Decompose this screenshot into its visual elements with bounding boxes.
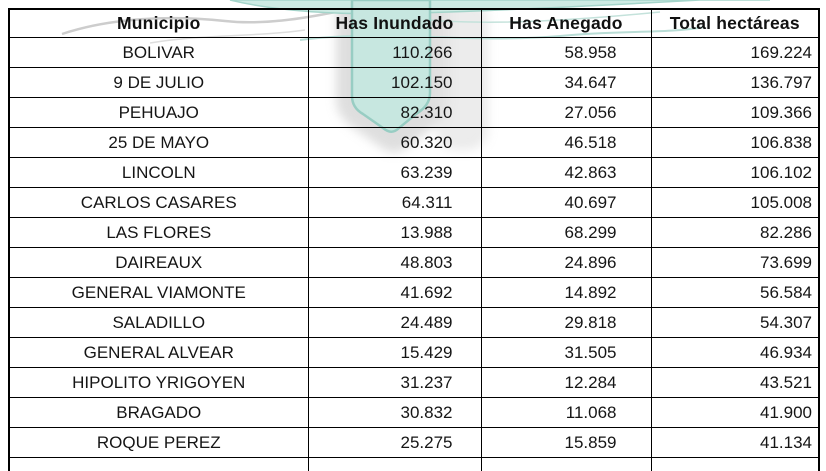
municipio-cell: HIPOLITO YRIGOYEN (8, 367, 309, 398)
municipio-cell: LAS FLORES (8, 217, 309, 248)
table-row: GENERAL VIAMONTE 41.692 14.892 56.584 (8, 277, 820, 308)
has-anegado-cell: 15.859 (480, 427, 652, 458)
has-anegado-cell: 31.505 (480, 337, 652, 368)
has-anegado-cell: 12.284 (480, 367, 652, 398)
table-row: DAIREAUX 48.803 24.896 73.699 (8, 247, 820, 278)
total-hectareas-cell: 82.286 (650, 217, 820, 248)
total-hectareas-cell: 41.900 (650, 397, 820, 428)
table-body: BOLIVAR 110.266 58.958 169.224 9 DE JULIO 102… (8, 37, 820, 471)
has-anegado-cell: 40.697 (480, 187, 652, 218)
has-anegado-cell: 68.299 (480, 217, 652, 248)
total-hectareas-cell: 109.366 (650, 97, 820, 128)
column-header-has-anegado: Has Anegado (480, 8, 652, 38)
has-inundado-cell: 102.150 (307, 67, 482, 98)
municipio-cell: BRAGADO (8, 397, 309, 428)
total-hectareas-cell: 169.224 (650, 37, 820, 68)
header-row: Municipio Has Inundado Has Anegado Total… (8, 8, 820, 38)
table-row: LAS FLORES 13.988 68.299 82.286 (8, 217, 820, 248)
has-anegado-cell: 29.818 (480, 307, 652, 338)
table-row: SALADILLO 24.489 29.818 54.307 (8, 307, 820, 338)
has-inundado-cell: 31.237 (307, 367, 482, 398)
total-hectareas-cell: 54.307 (650, 307, 820, 338)
municipio-cell: SALADILLO (8, 307, 309, 338)
table-row: BOLIVAR 110.266 58.958 169.224 (8, 37, 820, 68)
empty-cell (480, 457, 652, 471)
municipio-cell: DAIREAUX (8, 247, 309, 278)
total-hectareas-cell: 106.838 (650, 127, 820, 158)
total-hectareas-cell: 105.008 (650, 187, 820, 218)
has-inundado-cell: 63.239 (307, 157, 482, 188)
table-row: LINCOLN 63.239 42.863 106.102 (8, 157, 820, 188)
total-hectareas-cell: 41.134 (650, 427, 820, 458)
has-anegado-cell: 42.863 (480, 157, 652, 188)
municipio-cell: GENERAL VIAMONTE (8, 277, 309, 308)
empty-cell (307, 457, 482, 471)
table-row: 25 DE MAYO 60.320 46.518 106.838 (8, 127, 820, 158)
empty-cell (650, 457, 820, 471)
has-inundado-cell: 13.988 (307, 217, 482, 248)
has-anegado-cell: 11.068 (480, 397, 652, 428)
municipio-cell: 25 DE MAYO (8, 127, 309, 158)
total-hectareas-cell: 56.584 (650, 277, 820, 308)
total-hectareas-cell: 43.521 (650, 367, 820, 398)
table-header: Municipio Has Inundado Has Anegado Total… (8, 8, 820, 38)
has-anegado-cell: 27.056 (480, 97, 652, 128)
municipio-cell: CARLOS CASARES (8, 187, 309, 218)
empty-cell (8, 457, 309, 471)
has-inundado-cell: 25.275 (307, 427, 482, 458)
municipio-cell: 9 DE JULIO (8, 67, 309, 98)
municipio-cell: BOLIVAR (8, 37, 309, 68)
flood-table: Municipio Has Inundado Has Anegado Total… (8, 8, 820, 471)
has-inundado-cell: 82.310 (307, 97, 482, 128)
has-inundado-cell: 30.832 (307, 397, 482, 428)
has-inundado-cell: 41.692 (307, 277, 482, 308)
has-inundado-cell: 48.803 (307, 247, 482, 278)
municipio-cell: ROQUE PEREZ (8, 427, 309, 458)
table-row: PEHUAJO 82.310 27.056 109.366 (8, 97, 820, 128)
has-anegado-cell: 46.518 (480, 127, 652, 158)
has-inundado-cell: 60.320 (307, 127, 482, 158)
has-inundado-cell: 110.266 (307, 37, 482, 68)
has-inundado-cell: 24.489 (307, 307, 482, 338)
municipio-cell: PEHUAJO (8, 97, 309, 128)
total-hectareas-cell: 106.102 (650, 157, 820, 188)
table-row: GENERAL ALVEAR 15.429 31.505 46.934 (8, 337, 820, 368)
has-inundado-cell: 64.311 (307, 187, 482, 218)
has-anegado-cell: 14.892 (480, 277, 652, 308)
table-row: CARLOS CASARES 64.311 40.697 105.008 (8, 187, 820, 218)
has-anegado-cell: 58.958 (480, 37, 652, 68)
total-hectareas-cell: 73.699 (650, 247, 820, 278)
table-row: HIPOLITO YRIGOYEN 31.237 12.284 43.521 (8, 367, 820, 398)
has-inundado-cell: 15.429 (307, 337, 482, 368)
column-header-municipio: Municipio (8, 8, 309, 38)
municipio-cell: GENERAL ALVEAR (8, 337, 309, 368)
has-anegado-cell: 24.896 (480, 247, 652, 278)
column-header-has-inundado: Has Inundado (307, 8, 482, 38)
total-hectareas-cell: 46.934 (650, 337, 820, 368)
table-row: ROQUE PEREZ 25.275 15.859 41.134 (8, 427, 820, 458)
has-anegado-cell: 34.647 (480, 67, 652, 98)
column-header-total-hectareas: Total hectáreas (650, 8, 820, 38)
municipio-cell: LINCOLN (8, 157, 309, 188)
partial-row (8, 457, 820, 471)
total-hectareas-cell: 136.797 (650, 67, 820, 98)
table-row: 9 DE JULIO 102.150 34.647 136.797 (8, 67, 820, 98)
table-row: BRAGADO 30.832 11.068 41.900 (8, 397, 820, 428)
